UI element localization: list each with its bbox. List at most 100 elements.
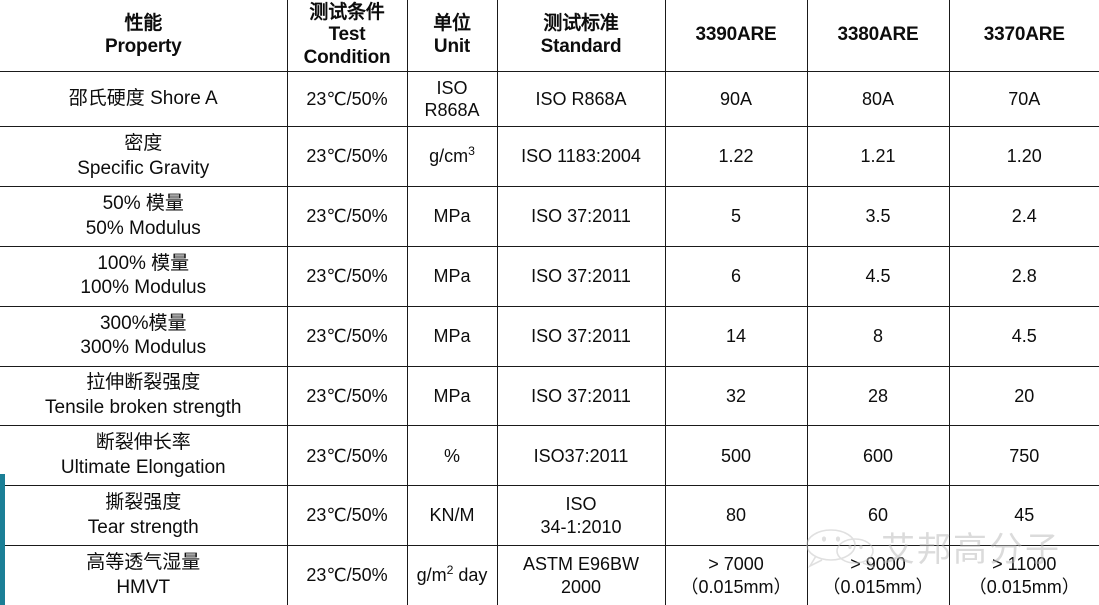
header-unit-cn: 单位	[433, 13, 471, 35]
cell-value-3380are: 600	[806, 425, 950, 487]
standard-line-1: ASTM E96BW	[522, 554, 640, 575]
header-grade-3380are: 3380ARE	[806, 0, 950, 73]
cell-value-3370are: 20	[948, 365, 1099, 427]
cell-test-condition: 23℃/50%	[286, 425, 408, 487]
header-grade-3370are-label: 3370ARE	[983, 24, 1065, 46]
value-line-1: > 9000	[850, 554, 906, 575]
header-grade-3390are: 3390ARE	[664, 0, 808, 73]
cell-test-condition: 23℃/50%	[286, 245, 408, 307]
cell-property: 拉伸断裂强度 Tensile broken strength	[0, 365, 288, 427]
table-row: 300%模量 300% Modulus 23℃/50% MPa ISO 37:2011 1…	[0, 305, 1099, 367]
value-line-1: 3.5	[865, 206, 891, 227]
cell-unit: g/cm3	[406, 126, 498, 188]
cell-value-3390are: 14	[664, 305, 808, 367]
standard-line-1: ISO37:2011	[533, 445, 629, 466]
property-name-cn: 邵氏硬度	[68, 87, 145, 109]
cell-value-3370are: 2.8	[948, 245, 1099, 307]
property-name-en: 100% Modulus	[80, 277, 207, 299]
cell-property: 50% 模量 50% Modulus	[0, 186, 288, 247]
cell-property: 断裂伸长率 Ultimate Elongation	[0, 425, 288, 487]
property-name-cn: 密度	[124, 132, 163, 154]
property-name-en: Ultimate Elongation	[60, 456, 226, 478]
value-line-1: 1.20	[1006, 146, 1042, 167]
cell-value-3390are: 5	[664, 186, 808, 247]
cell-property: 100% 模量 100% Modulus	[0, 245, 288, 307]
property-name-en: 50% Modulus	[85, 217, 201, 239]
value-line-1: 60	[867, 505, 889, 526]
header-standard: 测试标准 Standard	[496, 0, 666, 73]
header-property-en: Property	[104, 35, 182, 57]
cell-value-3370are: 4.5	[948, 305, 1099, 367]
header-standard-cn: 测试标准	[543, 13, 619, 35]
cell-value-3390are: 500	[664, 425, 808, 487]
cell-value-3380are: 3.5	[806, 186, 950, 247]
cell-value-3370are: 1.20	[948, 126, 1099, 188]
value-line-1: > 11000	[992, 554, 1057, 575]
header-grade-3370are: 3370ARE	[948, 0, 1099, 73]
value-line-1: 4.5	[865, 266, 891, 287]
property-name-en: Tensile broken strength	[45, 397, 242, 419]
table-row: 50% 模量 50% Modulus 23℃/50% MPa ISO 37:2011 5 3…	[0, 186, 1099, 247]
value-line-1: 4.5	[1011, 325, 1037, 346]
cell-test-condition: 23℃/50%	[286, 71, 408, 128]
property-name-en: Shore A	[150, 87, 218, 109]
value-line-2: （0.015mm）	[968, 576, 1080, 597]
property-name-en: HMVT	[116, 576, 171, 598]
value-line-1: 90A	[719, 88, 753, 109]
cell-value-3380are: 60	[806, 485, 950, 547]
table-row: 断裂伸长率 Ultimate Elongation 23℃/50%% ISO37:20…	[0, 425, 1099, 487]
cell-unit: ISO R868A	[406, 71, 498, 128]
cell-test-condition: 23℃/50%	[286, 126, 408, 188]
cell-standard: ISO37:2011	[496, 425, 666, 487]
cell-standard: ISO 37:2011	[496, 245, 666, 307]
cell-value-3380are: 80A	[806, 71, 950, 128]
standard-line-1: ISO 1183:2004	[521, 146, 641, 167]
cell-unit: KN/M	[406, 485, 498, 547]
value-line-1: 45	[1014, 505, 1035, 526]
standard-line-1: ISO 37:2011	[531, 266, 631, 287]
cell-standard: ISO 37:2011	[496, 186, 666, 247]
unit-line-2: R868A	[424, 100, 480, 121]
table-row: 密度 Specific Gravity 23℃/50% g/cm3 ISO 1183:2…	[0, 126, 1099, 188]
value-line-1: 6	[730, 266, 741, 287]
value-line-1: 20	[1014, 385, 1035, 406]
standard-line-2: 34-1:2010	[540, 516, 622, 537]
table-body: 邵氏硬度 Shore A 23℃/50% ISO R868A ISO R868A 90A 8…	[0, 71, 1099, 605]
header-property: 性能 Property	[0, 0, 288, 73]
value-line-1: 80	[725, 505, 747, 526]
property-name-cn: 50% 模量	[102, 192, 184, 214]
cell-standard: ISO 37:2011	[496, 365, 666, 427]
cell-value-3390are: 80	[664, 485, 808, 547]
header-test-condition: 测试条件 Test Condition	[286, 0, 408, 73]
cell-property: 邵氏硬度 Shore A	[0, 71, 288, 128]
cell-test-condition: 23℃/50%	[286, 186, 408, 247]
cell-value-3370are: 70A	[948, 71, 1099, 128]
cell-value-3390are: 32	[664, 365, 808, 427]
unit-line-1: ISO	[436, 77, 468, 98]
cell-unit: MPa	[406, 305, 498, 367]
value-line-1: 28	[867, 385, 889, 406]
header-grade-3380are-label: 3380ARE	[837, 24, 919, 46]
value-line-1: 70A	[1008, 88, 1041, 109]
table-row: 撕裂强度 Tear strength 23℃/50% KN/M ISO 34-1:2010…	[0, 485, 1099, 547]
value-line-1: 750	[1009, 445, 1040, 466]
cell-property: 300%模量 300% Modulus	[0, 305, 288, 367]
property-name-cn: 撕裂强度	[105, 492, 182, 514]
cell-value-3380are: 1.21	[806, 126, 950, 188]
value-line-1: 1.21	[860, 146, 896, 167]
cell-property: 密度 Specific Gravity	[0, 126, 288, 188]
property-name-en: 300% Modulus	[80, 337, 207, 359]
value-line-2: （0.015mm）	[822, 576, 934, 597]
property-name-cn: 100% 模量	[97, 252, 190, 274]
cell-standard: ISO 1183:2004	[496, 126, 666, 188]
property-name-cn: 300%模量	[99, 312, 187, 334]
header-unit-en: Unit	[433, 35, 471, 57]
standard-line-1: ISO R868A	[535, 88, 627, 109]
table-row: 100% 模量 100% Modulus 23℃/50% MPa ISO 37:2011…	[0, 245, 1099, 307]
cell-value-3380are: 4.5	[806, 245, 950, 307]
property-name-cn: 拉伸断裂强度	[86, 372, 201, 394]
table-header: 性能 Property 测试条件 Test Condition 单位 Unit …	[0, 0, 1099, 73]
cell-test-condition: 23℃/50%	[286, 365, 408, 427]
table-row: 拉伸断裂强度 Tensile broken strength 23℃/50% MPa I…	[0, 365, 1099, 427]
